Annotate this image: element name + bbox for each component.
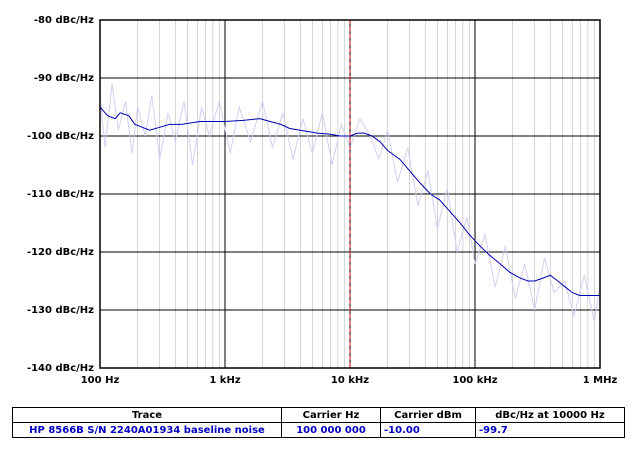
header-cell: Carrier Hz bbox=[281, 407, 381, 423]
trace-line bbox=[99, 106, 600, 296]
y-tick-label: -80 dBc/Hz bbox=[34, 15, 94, 26]
trace-table: Trace Carrier Hz Carrier dBm dBc/Hz at 1… bbox=[12, 407, 625, 438]
y-tick-label: -140 dBc/Hz bbox=[27, 363, 94, 374]
x-tick-label: 100 Hz bbox=[81, 375, 120, 386]
y-tick-label: -100 dBc/Hz bbox=[27, 131, 94, 142]
header-cell: Trace bbox=[12, 407, 282, 423]
table-cell: 100 000 000 bbox=[281, 422, 381, 438]
x-tick-label: 1 kHz bbox=[209, 375, 240, 386]
plot-border bbox=[99, 19, 601, 369]
chart: -140 dBc/Hz -130 dBc/Hz -120 dBc/Hz -110 dB… bbox=[27, 15, 618, 386]
trace-line bbox=[99, 83, 601, 322]
header-cell: dBc/Hz at 10000 Hz bbox=[475, 407, 625, 423]
table-row: HP 8566B S/N 2240A01934 baseline noise 1… bbox=[12, 422, 625, 438]
table-header: Trace Carrier Hz Carrier dBm dBc/Hz at 1… bbox=[12, 407, 625, 423]
x-tick-label: 10 kHz bbox=[331, 375, 369, 386]
y-tick-label: -110 dBc/Hz bbox=[27, 189, 94, 200]
x-tick-label: 100 kHz bbox=[452, 375, 497, 386]
y-tick-label: -120 dBc/Hz bbox=[27, 247, 94, 258]
table-cell: -99.7 bbox=[475, 422, 625, 438]
x-tick-label: 1 MHz bbox=[583, 375, 618, 386]
table-cell: -10.00 bbox=[380, 422, 476, 438]
header-cell: Carrier dBm bbox=[380, 407, 476, 423]
table-cell: HP 8566B S/N 2240A01934 baseline noise bbox=[12, 422, 282, 438]
y-tick-label: -130 dBc/Hz bbox=[27, 305, 94, 316]
y-tick-label: -90 dBc/Hz bbox=[34, 73, 94, 84]
